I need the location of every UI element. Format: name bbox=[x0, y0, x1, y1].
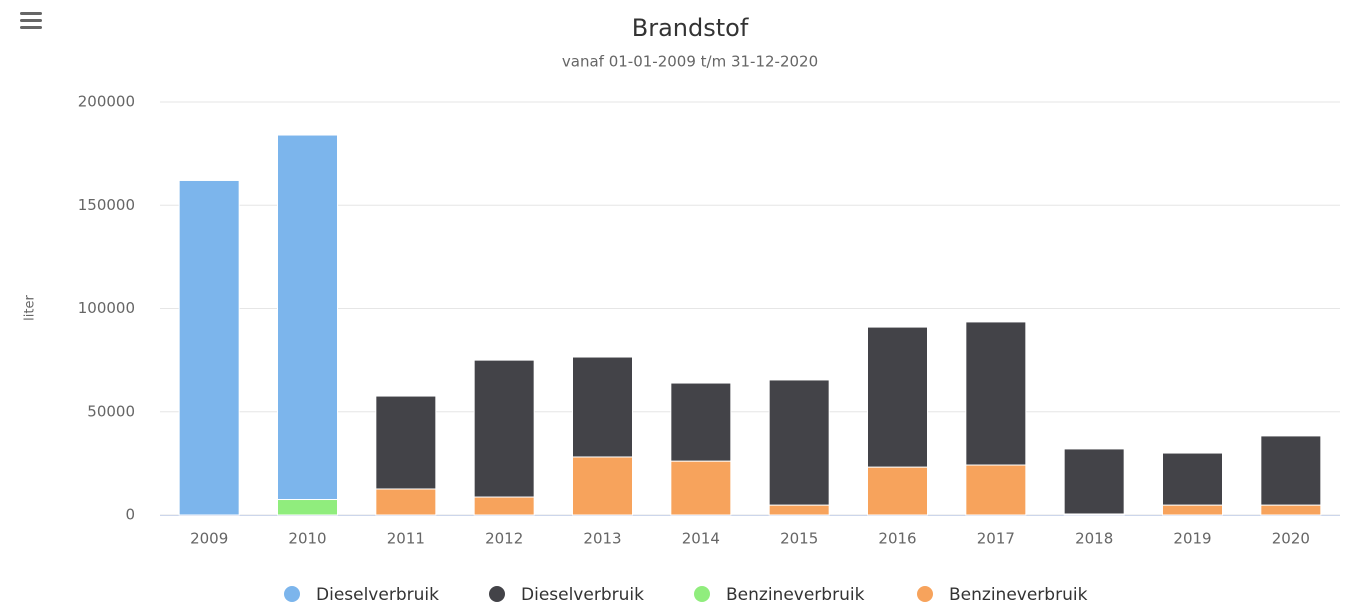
bar-segment bbox=[1162, 504, 1223, 516]
legend-label: Dieselverbruik bbox=[316, 585, 439, 605]
x-tick-label: 2009 bbox=[190, 530, 228, 548]
bar-segment bbox=[768, 379, 830, 506]
bar-segment bbox=[375, 488, 437, 516]
y-tick-label: 100000 bbox=[78, 299, 135, 317]
legend-symbol bbox=[917, 586, 933, 602]
menu-line bbox=[20, 26, 42, 29]
bar-segment bbox=[375, 395, 437, 490]
legend-symbol bbox=[284, 586, 300, 602]
chart-subtitle: vanaf 01-01-2009 t/m 31-12-2020 bbox=[562, 53, 818, 71]
x-tick-label: 2015 bbox=[780, 530, 818, 548]
x-tick-label: 2020 bbox=[1272, 530, 1310, 548]
bar-segment bbox=[867, 466, 928, 516]
menu-line bbox=[20, 19, 42, 22]
x-tick-label: 2012 bbox=[485, 530, 523, 548]
bar-segment bbox=[965, 321, 1027, 466]
legend-label: Benzineverbruik bbox=[726, 585, 865, 605]
y-axis-title: liter bbox=[23, 295, 38, 321]
bar-segment bbox=[965, 464, 1027, 516]
bar-segment bbox=[572, 356, 633, 458]
legend-item[interactable]: Dieselverbruik bbox=[284, 585, 439, 605]
bar-segment bbox=[277, 499, 338, 516]
chart-title: Brandstof bbox=[632, 14, 749, 42]
y-tick-label: 0 bbox=[125, 506, 135, 524]
bar-segment bbox=[572, 456, 633, 516]
x-tick-label: 2010 bbox=[288, 530, 326, 548]
x-tick-label: 2018 bbox=[1075, 530, 1113, 548]
legend-symbol bbox=[489, 586, 505, 602]
x-tick-label: 2013 bbox=[583, 530, 621, 548]
x-tick-label: 2014 bbox=[682, 530, 720, 548]
bar-segment bbox=[473, 359, 535, 498]
x-tick-label: 2016 bbox=[878, 530, 916, 548]
bar-segment bbox=[670, 382, 732, 462]
legend-label: Dieselverbruik bbox=[521, 585, 644, 605]
x-tick-label: 2011 bbox=[387, 530, 425, 548]
menu-line bbox=[20, 12, 42, 15]
bar-segment bbox=[1260, 435, 1322, 506]
menu-button[interactable] bbox=[20, 12, 42, 29]
legend-item[interactable]: Benzineverbruik bbox=[694, 585, 865, 605]
bar-segment bbox=[277, 134, 338, 501]
y-tick-label: 150000 bbox=[78, 196, 135, 214]
x-tick-label: 2019 bbox=[1173, 530, 1211, 548]
bar-segment bbox=[768, 504, 830, 516]
bar-segment bbox=[1063, 448, 1125, 515]
legend-label: Benzineverbruik bbox=[949, 585, 1088, 605]
bar-segment bbox=[670, 460, 732, 516]
legend-item[interactable]: Dieselverbruik bbox=[489, 585, 644, 605]
bar-segment bbox=[1260, 504, 1322, 516]
bar-segment bbox=[867, 326, 928, 468]
legend-item[interactable]: Benzineverbruik bbox=[917, 585, 1088, 605]
bar-segment bbox=[473, 496, 535, 516]
bar-segment bbox=[178, 179, 240, 516]
y-tick-label: 50000 bbox=[87, 402, 135, 420]
bar-segment bbox=[1162, 452, 1223, 506]
x-tick-label: 2017 bbox=[977, 530, 1015, 548]
legend-symbol bbox=[694, 586, 710, 602]
y-tick-label: 200000 bbox=[78, 93, 135, 111]
